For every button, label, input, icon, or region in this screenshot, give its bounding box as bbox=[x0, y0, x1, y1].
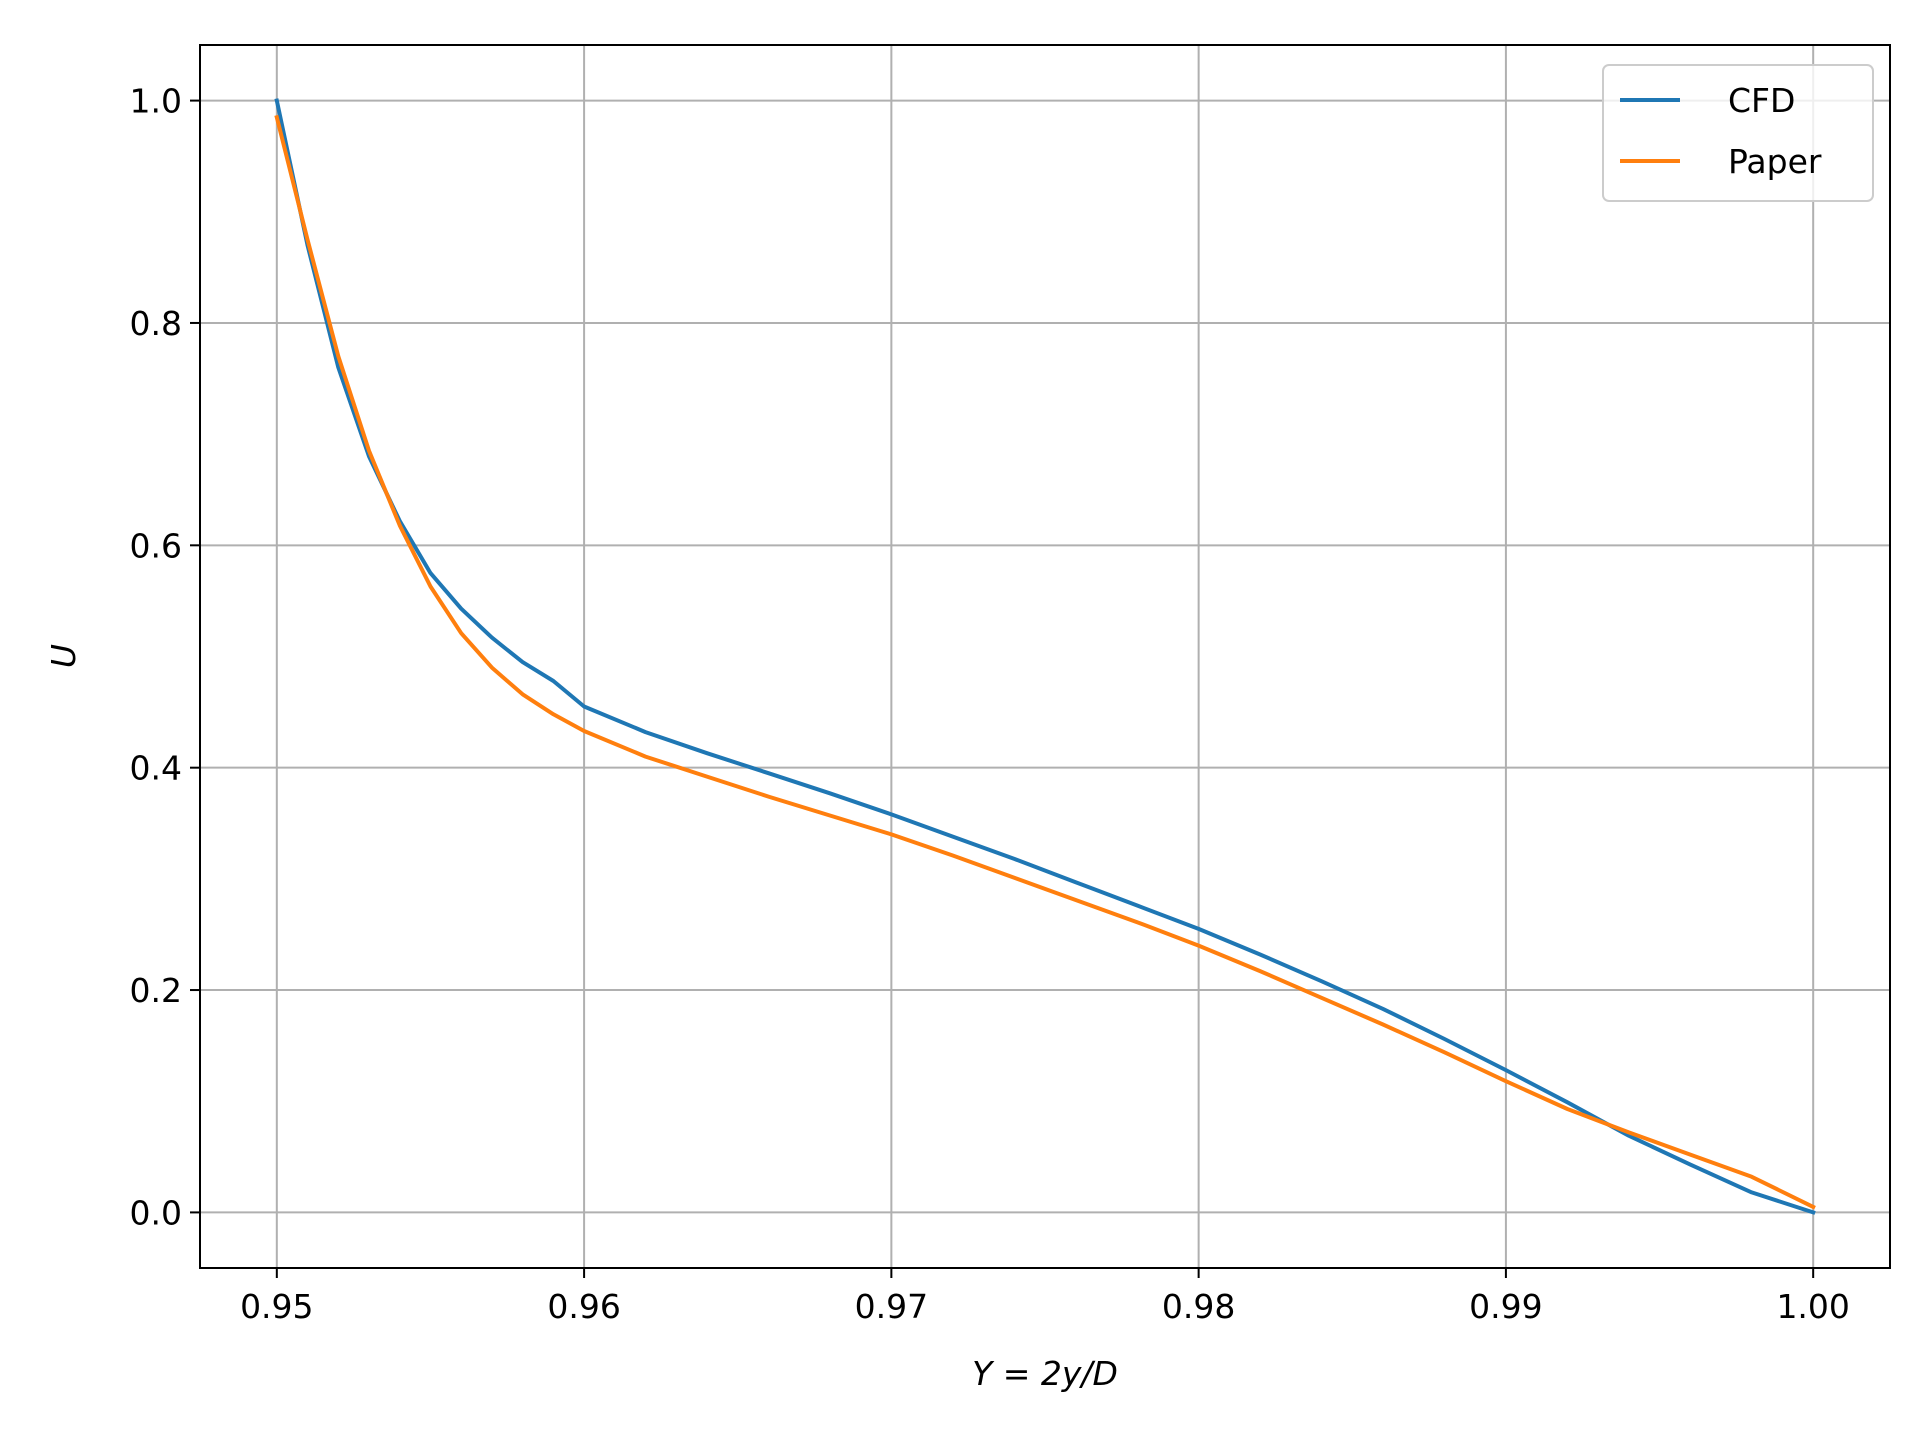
y-tick-label: 0.0 bbox=[130, 1193, 182, 1232]
series-line-cfd bbox=[274, 98, 1816, 1215]
y-tick-label: 1.0 bbox=[130, 82, 182, 121]
legend-label-cfd: CFD bbox=[1728, 81, 1795, 120]
x-axis-ticks: 0.95 0.96 0.97 0.98 0.99 1.00 bbox=[240, 1268, 1850, 1326]
grid-lines bbox=[200, 45, 1890, 1268]
y-axis-ticks: 0.0 0.2 0.4 0.6 0.8 1.0 bbox=[130, 82, 200, 1232]
x-tick-label: 0.95 bbox=[240, 1287, 313, 1326]
x-tick-label: 0.96 bbox=[547, 1287, 620, 1326]
series-lines bbox=[274, 98, 1816, 1215]
series-line-paper bbox=[274, 114, 1816, 1210]
y-axis-label: U bbox=[44, 644, 83, 668]
x-tick-label: 1.00 bbox=[1776, 1287, 1849, 1326]
x-tick-label: 0.98 bbox=[1162, 1287, 1235, 1326]
x-axis-label: Y = 2y/D bbox=[972, 1354, 1118, 1393]
y-tick-label: 0.8 bbox=[130, 304, 182, 343]
plot-frame bbox=[199, 44, 1891, 1269]
y-tick-label: 0.4 bbox=[130, 749, 182, 788]
y-tick-label: 0.6 bbox=[130, 526, 182, 565]
x-tick-label: 0.97 bbox=[855, 1287, 928, 1326]
legend: CFD Paper bbox=[1602, 64, 1874, 202]
x-tick-label: 0.99 bbox=[1469, 1287, 1542, 1326]
y-tick-label: 0.2 bbox=[130, 971, 182, 1010]
legend-label-paper: Paper bbox=[1728, 142, 1822, 181]
